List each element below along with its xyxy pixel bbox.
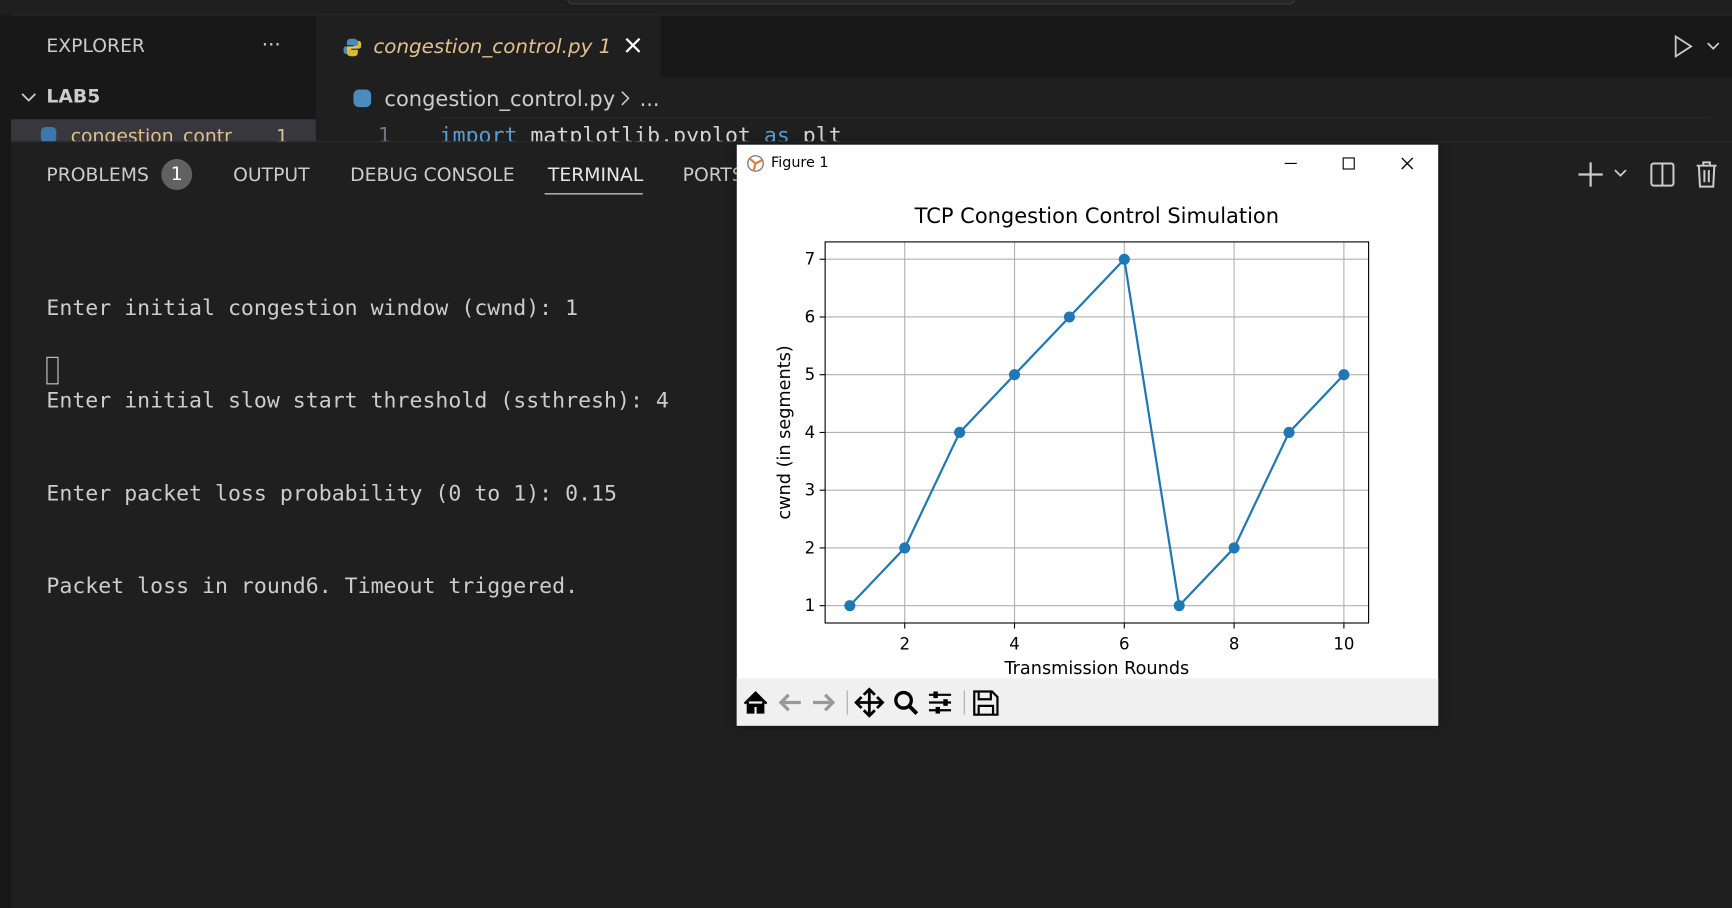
new-terminal[interactable] (1576, 160, 1605, 189)
run-menu[interactable] (1706, 40, 1721, 53)
y-tick-label: 6 (805, 307, 816, 326)
breadcrumb[interactable]: congestion_control.py (384, 87, 616, 112)
split-terminal[interactable] (1649, 161, 1676, 188)
panel-tab[interactable]: OUTPUT (233, 164, 310, 187)
marker (1173, 600, 1185, 612)
chevron (21, 93, 36, 102)
panel-tab[interactable]: PORTS (682, 164, 744, 187)
code-line: import matplotlib.pyplot as plt (440, 123, 842, 142)
terminal-line: Enter packet loss probability (0 to 1): … (46, 480, 617, 506)
line-number: 1 (377, 122, 391, 142)
toolbar (736, 678, 1439, 726)
toolbar-icons[interactable] (737, 678, 1024, 725)
chart-title: TCP Congestion Control Simulation (914, 204, 1279, 228)
plot-frame (824, 241, 1370, 624)
terminal-line: Enter initial congestion window (cwnd): … (46, 294, 579, 321)
terminal-line: Packet loss in round6. Timeout triggered… (46, 573, 579, 599)
editor-tab[interactable]: congestion_control.py 1 (315, 15, 661, 78)
x-tick-label: 8 (1229, 635, 1240, 654)
x-tick-label: 6 (1119, 635, 1130, 654)
explorer-more[interactable]: ··· (261, 33, 281, 57)
kill-terminal[interactable] (1694, 160, 1718, 189)
breadcrumb-more[interactable]: ... (639, 87, 660, 112)
marker (1338, 369, 1350, 381)
marker (844, 600, 856, 612)
figure-icon (747, 155, 764, 172)
panel-tab-active[interactable]: TERMINAL (547, 164, 644, 187)
x-axis-label: Transmission Rounds (1004, 659, 1190, 678)
y-tick-label: 1 (805, 596, 816, 615)
python-icon (343, 38, 362, 57)
run-button[interactable] (1672, 34, 1694, 58)
alias: plt (802, 122, 842, 142)
y-tick-label: 2 (805, 538, 816, 557)
chart: TCP Congestion Control Simulation 2 4 6 8 10 1… (775, 204, 1370, 678)
x-tick-label: 10 (1333, 635, 1354, 654)
y-axis-label: cwnd (in segments) (775, 345, 795, 519)
x-tick-label: 4 (1009, 635, 1020, 654)
marker (899, 542, 911, 554)
keyword: import (439, 122, 518, 142)
marker (1063, 311, 1075, 323)
activity-bar (0, 14, 12, 908)
panel-tab[interactable]: DEBUG CONSOLE (350, 164, 515, 187)
window-title: Figure 1 (771, 154, 829, 172)
module: matplotlib.pyplot (530, 122, 751, 142)
tab-badge: 1 (598, 35, 612, 59)
y-tick-label: 5 (805, 365, 816, 384)
line (849, 256, 1345, 609)
folder-name[interactable]: LAB5 (46, 86, 101, 109)
current-line (439, 117, 1710, 119)
marker (1009, 369, 1021, 381)
terminal-cursor (46, 356, 59, 385)
file-name: congestion_contr (70, 125, 232, 142)
marker (954, 426, 966, 438)
panel-tab[interactable]: PROBLEMS (46, 164, 149, 187)
tab-close[interactable] (624, 36, 642, 54)
tab-bar: congestion_control.py 1 (315, 15, 1732, 78)
marker (1283, 426, 1295, 438)
marker (1118, 253, 1130, 265)
y-tick-label: 3 (805, 481, 816, 500)
editor: congestion_control.py ... 1 import matpl… (315, 77, 1732, 142)
explorer-title: EXPLORER (46, 35, 145, 58)
y-tick-label: 7 (805, 250, 816, 269)
active-tab-underline (544, 193, 643, 195)
figure-window: Figure 1 TCP Congestion Control Simulati… (736, 144, 1439, 726)
title-bar (0, 0, 1732, 16)
explorer: EXPLORER ··· LAB5 congestion_contr 1 (11, 15, 316, 142)
tab-title: congestion_control.py (373, 35, 593, 59)
terminal-line: Enter initial slow start threshold (ssth… (46, 387, 669, 414)
x-tick-label: 2 (899, 635, 910, 654)
terminal-menu[interactable] (1613, 167, 1628, 180)
marker (1228, 542, 1240, 554)
file-row[interactable]: congestion_contr 1 (11, 119, 316, 142)
python-icon (353, 89, 372, 108)
y-tick-label: 4 (805, 423, 816, 442)
terminal-output: Enter initial congestion window (cwnd): … (46, 231, 668, 664)
window-controls[interactable] (1281, 154, 1425, 176)
python-icon (40, 127, 57, 142)
keyword: as (763, 122, 790, 142)
breadcrumb-separator (621, 91, 630, 106)
problems-badge: 1 (161, 159, 193, 190)
command-center[interactable] (566, 0, 1296, 5)
file-badge: 1 (276, 125, 289, 142)
